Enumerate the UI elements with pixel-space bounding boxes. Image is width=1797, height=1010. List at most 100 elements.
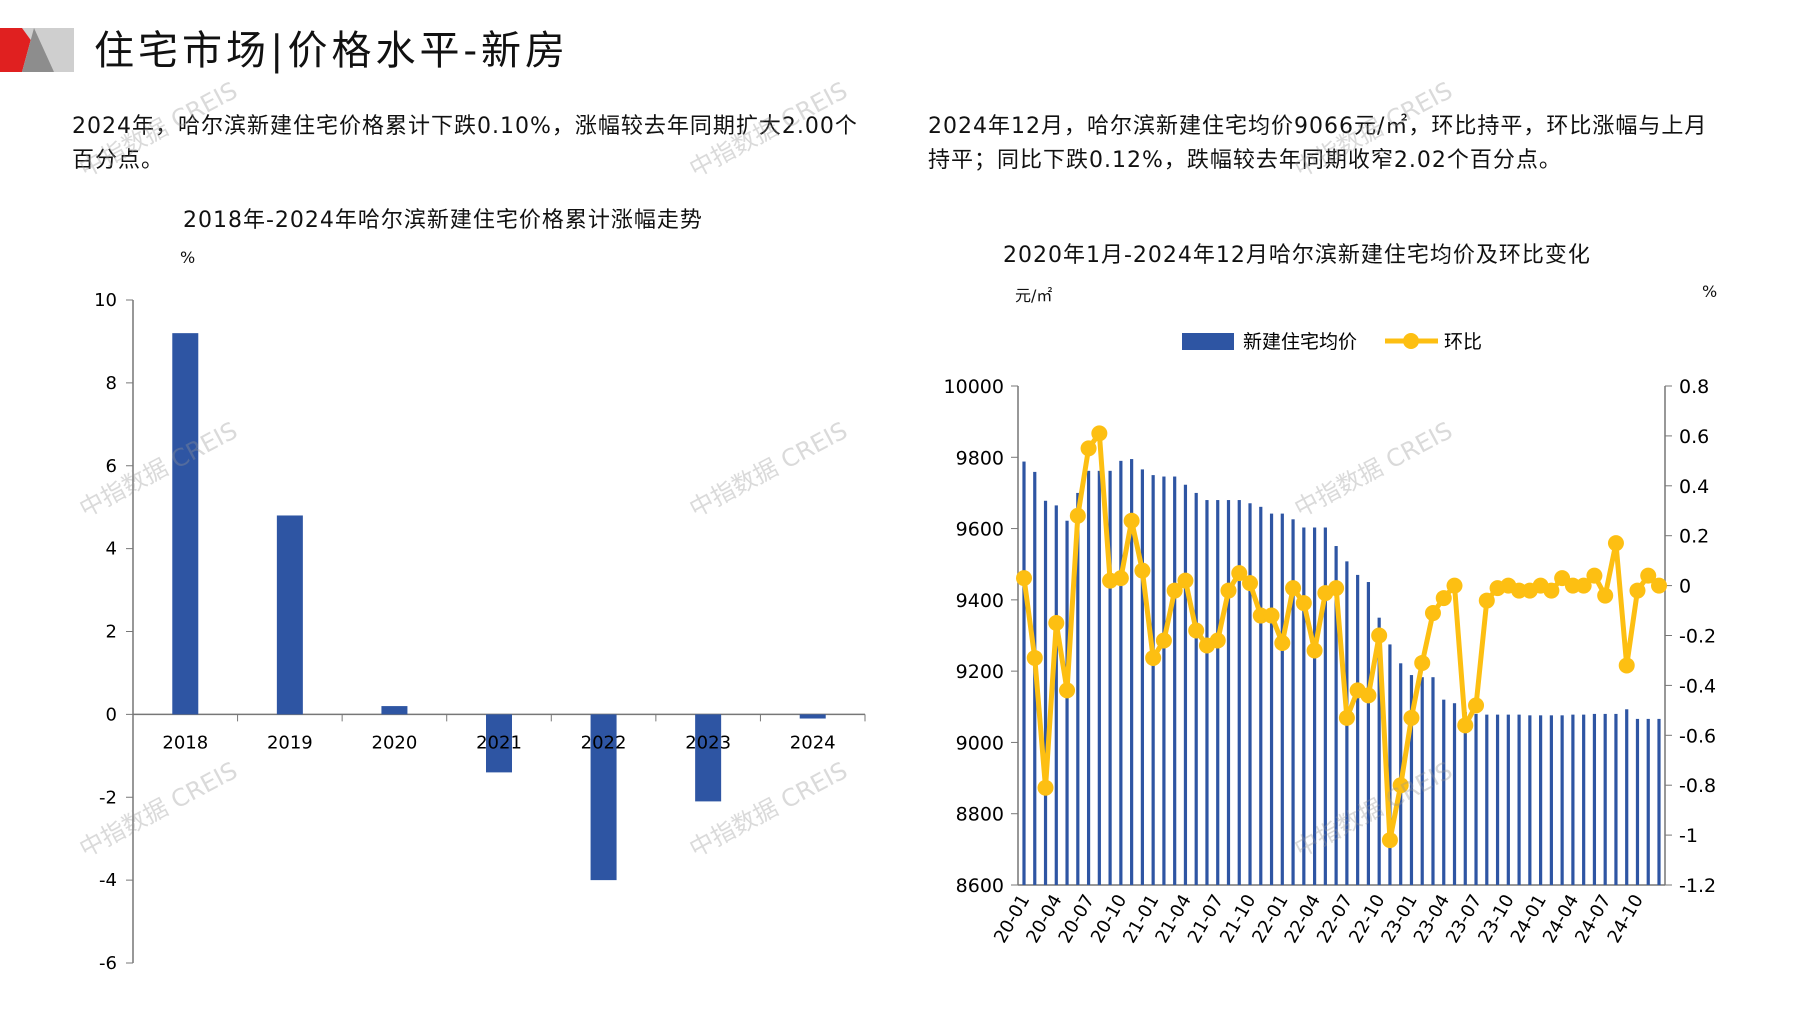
price-bar bbox=[1054, 505, 1058, 885]
mom-change-point bbox=[1468, 697, 1485, 714]
left-axis-unit: 元/㎡ bbox=[1015, 286, 1053, 305]
x-tick-label: 2021 bbox=[476, 732, 522, 753]
price-bar bbox=[1635, 718, 1640, 885]
price-bar bbox=[1485, 714, 1489, 885]
x-tick-label: 2024 bbox=[790, 732, 836, 753]
mom-change-point bbox=[1435, 590, 1452, 607]
right-y-tick-label: -1.2 bbox=[1679, 875, 1716, 897]
mom-change-point bbox=[1306, 642, 1323, 659]
price-bar bbox=[1140, 469, 1144, 885]
price-bar bbox=[1205, 500, 1209, 885]
bar bbox=[381, 706, 408, 715]
right-summary-text: 2024年12月，哈尔滨新建住宅均价9066元/㎡，环比持平，环比涨幅与上月持平… bbox=[928, 114, 1708, 173]
price-bar bbox=[1065, 520, 1069, 885]
mom-change-point bbox=[1285, 580, 1302, 597]
x-tick-label: 2019 bbox=[267, 732, 313, 753]
price-bar bbox=[1259, 506, 1263, 885]
legend-label-price: 新建住宅均价 bbox=[1243, 331, 1357, 353]
right-y-tick-label: -0.8 bbox=[1679, 775, 1716, 797]
right-y-tick-label: -0.4 bbox=[1679, 675, 1716, 697]
price-bar bbox=[1506, 714, 1510, 885]
right-y-tick-label: -1 bbox=[1679, 825, 1698, 847]
right-y-tick-label: 0.8 bbox=[1679, 376, 1709, 398]
left-y-tick-label: 9600 bbox=[956, 519, 1004, 541]
price-bar bbox=[1528, 715, 1532, 885]
mom-change-point bbox=[1155, 632, 1172, 649]
page-title: 住宅市场|价格水平-新房 bbox=[94, 28, 569, 74]
price-bar bbox=[1431, 677, 1435, 885]
price-bar bbox=[1130, 459, 1134, 885]
y-tick-label: 6 bbox=[106, 456, 117, 477]
right-y-tick-label: 0.2 bbox=[1679, 526, 1709, 548]
mom-change-point bbox=[1446, 577, 1463, 594]
mom-change-point bbox=[1295, 595, 1312, 612]
bar bbox=[486, 714, 512, 773]
price-bar bbox=[1312, 527, 1317, 885]
bar bbox=[695, 714, 722, 802]
price-bar bbox=[1183, 484, 1188, 885]
price-bar bbox=[1226, 500, 1231, 885]
y-tick-label: 0 bbox=[106, 704, 117, 725]
mom-change-point bbox=[1586, 567, 1603, 584]
x-tick-label: 2022 bbox=[581, 732, 627, 753]
price-bar bbox=[1614, 713, 1618, 885]
mom-change-point bbox=[1618, 657, 1635, 674]
left-chart-title: 2018年-2024年哈尔滨新建住宅价格累计涨幅走势 bbox=[183, 208, 703, 233]
mom-change-point bbox=[1091, 425, 1108, 442]
price-bar bbox=[1151, 475, 1155, 885]
y-tick-label: -4 bbox=[99, 870, 117, 891]
right-y-tick-label: 0.4 bbox=[1679, 476, 1709, 498]
price-bar bbox=[1409, 675, 1414, 885]
price-bar bbox=[1442, 699, 1446, 885]
mom-change-point bbox=[1037, 779, 1054, 796]
mom-change-point bbox=[1123, 512, 1140, 529]
x-tick-label: 2023 bbox=[685, 732, 731, 753]
bar bbox=[590, 714, 617, 881]
mom-change-point bbox=[1457, 717, 1474, 734]
bar bbox=[276, 515, 303, 715]
mom-change-point bbox=[1177, 572, 1194, 589]
legend-swatch-price bbox=[1182, 333, 1234, 350]
price-bar bbox=[1463, 712, 1467, 885]
price-bar bbox=[1173, 476, 1177, 885]
price-bar bbox=[1291, 519, 1295, 885]
left-y-tick-label: 9400 bbox=[956, 590, 1004, 612]
y-tick-label: 4 bbox=[106, 539, 117, 560]
legend-marker-mom bbox=[1403, 333, 1419, 349]
mom-change-point bbox=[1403, 709, 1420, 726]
mom-change-point bbox=[1371, 627, 1388, 644]
left-y-tick-label: 8600 bbox=[956, 875, 1004, 897]
y-tick-label: -2 bbox=[99, 787, 117, 808]
mom-change-point bbox=[1629, 582, 1646, 599]
left-y-tick-label: 9200 bbox=[956, 661, 1004, 683]
mom-change-point bbox=[1414, 654, 1431, 671]
price-bar bbox=[1582, 714, 1586, 885]
mom-change-line bbox=[1021, 430, 1661, 843]
legend-label-mom: 环比 bbox=[1444, 331, 1482, 353]
right-axis-unit: % bbox=[1702, 282, 1718, 301]
mom-change-point bbox=[1145, 649, 1162, 666]
left-y-tick-label: 9000 bbox=[956, 732, 1004, 754]
mom-change-point bbox=[1016, 570, 1032, 587]
price-bar bbox=[1269, 513, 1274, 885]
price-bar bbox=[1539, 715, 1543, 885]
mom-change-point bbox=[1381, 832, 1398, 849]
left-summary-text: 2024年，哈尔滨新建住宅价格累计下跌0.10%，涨幅较去年同期扩大2.00个百… bbox=[72, 114, 858, 173]
price-bar bbox=[1625, 709, 1629, 885]
mom-change-point bbox=[1478, 592, 1495, 609]
right-chart-title: 2020年1月-2024年12月哈尔滨新建住宅均价及环比变化 bbox=[1003, 243, 1591, 268]
mom-change-point bbox=[1274, 634, 1291, 651]
price-bar bbox=[1323, 527, 1327, 885]
mom-change-point bbox=[1263, 607, 1280, 624]
x-tick-label: 2020 bbox=[372, 732, 418, 753]
right-y-tick-label: 0.6 bbox=[1679, 426, 1709, 448]
mom-change-point bbox=[1231, 565, 1248, 582]
price-bar bbox=[1248, 503, 1252, 885]
mom-change-point bbox=[1242, 575, 1259, 592]
price-bar bbox=[1216, 500, 1220, 885]
mom-change-point bbox=[1575, 577, 1592, 594]
mom-change-point bbox=[1328, 580, 1345, 597]
mom-change-point bbox=[1338, 709, 1355, 726]
mom-change-point bbox=[1166, 582, 1183, 599]
